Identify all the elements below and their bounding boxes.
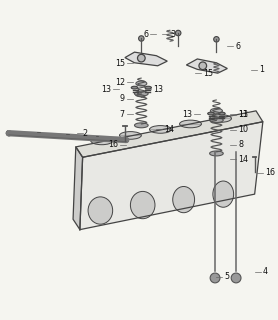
Ellipse shape	[130, 191, 155, 219]
Text: 15: 15	[203, 69, 213, 78]
Text: 2: 2	[83, 129, 88, 138]
Polygon shape	[76, 111, 263, 157]
Polygon shape	[125, 52, 167, 66]
Circle shape	[231, 273, 241, 283]
Text: 9: 9	[120, 94, 125, 103]
Ellipse shape	[135, 91, 148, 96]
Ellipse shape	[136, 81, 147, 86]
Ellipse shape	[210, 108, 222, 113]
Ellipse shape	[210, 118, 223, 123]
Ellipse shape	[135, 123, 148, 128]
Ellipse shape	[210, 115, 232, 122]
Circle shape	[210, 273, 220, 283]
Text: 4: 4	[263, 268, 268, 276]
Circle shape	[175, 30, 181, 36]
Ellipse shape	[131, 86, 138, 89]
Ellipse shape	[210, 151, 223, 156]
Text: 1: 1	[259, 65, 264, 74]
Circle shape	[214, 36, 219, 42]
Circle shape	[199, 62, 207, 70]
Text: 16: 16	[108, 140, 118, 149]
Text: 5: 5	[225, 272, 230, 281]
Polygon shape	[73, 147, 83, 230]
Polygon shape	[186, 59, 227, 73]
Text: 6: 6	[143, 30, 148, 39]
Text: 8: 8	[238, 140, 243, 149]
Text: 3: 3	[170, 30, 175, 39]
Text: 10: 10	[238, 125, 248, 134]
Ellipse shape	[173, 187, 195, 213]
Text: 13: 13	[154, 84, 164, 93]
Circle shape	[139, 36, 144, 41]
Ellipse shape	[150, 125, 171, 133]
Ellipse shape	[180, 120, 201, 128]
Text: 13: 13	[101, 84, 111, 93]
Polygon shape	[80, 122, 263, 230]
Text: 14: 14	[238, 155, 248, 164]
Text: 13: 13	[182, 110, 192, 119]
Ellipse shape	[88, 197, 113, 224]
Text: 16: 16	[265, 168, 275, 177]
Circle shape	[6, 131, 12, 136]
Text: 12: 12	[115, 78, 125, 87]
Ellipse shape	[213, 181, 234, 207]
Ellipse shape	[208, 112, 214, 115]
Circle shape	[124, 138, 128, 142]
Text: 11: 11	[238, 110, 248, 119]
Text: 15: 15	[115, 59, 125, 68]
Ellipse shape	[91, 137, 113, 145]
Text: 7: 7	[120, 110, 125, 119]
Text: 14: 14	[165, 125, 175, 134]
Ellipse shape	[145, 86, 152, 89]
Circle shape	[138, 54, 145, 62]
Ellipse shape	[219, 112, 225, 115]
Text: 6: 6	[235, 42, 240, 51]
Text: 13: 13	[238, 110, 248, 119]
Ellipse shape	[120, 132, 141, 139]
